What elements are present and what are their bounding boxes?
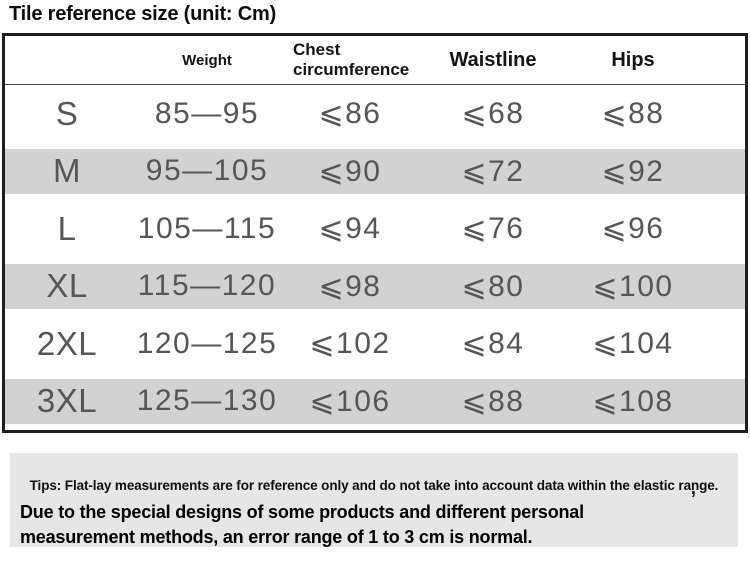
header-waistline: Waistline	[449, 48, 537, 71]
waist-value: ⩽88	[461, 384, 525, 418]
header-weight: Weight	[182, 51, 232, 69]
table-row-3xl: 3XL 125—130 ⩽106 ⩽88 ⩽108	[5, 372, 745, 430]
chest-value: ⩽94	[318, 212, 382, 246]
weight-value: 120—125	[136, 326, 278, 360]
header-chest-circumference: Chest circumference	[293, 39, 410, 79]
weight-value: 125—130	[136, 384, 278, 418]
table-row-l: L 105—115 ⩽94 ⩽76 ⩽96	[5, 200, 745, 258]
waist-value: ⩽68	[461, 97, 525, 131]
table-row-xl: XL 115—120 ⩽98 ⩽80 ⩽100	[5, 257, 745, 315]
chest-value: ⩽86	[318, 97, 382, 131]
hips-value: ⩽92	[601, 154, 665, 188]
weight-value: 105—115	[137, 211, 277, 245]
size-label: M	[53, 152, 81, 190]
tips-box: Tips: Flat-lay measurements are for refe…	[10, 453, 738, 547]
chest-value: ⩽102	[309, 327, 391, 361]
size-label: L	[57, 209, 77, 247]
table-header-row: Weight Chest circumference Waistline Hip…	[5, 36, 745, 85]
waist-value: ⩽72	[461, 154, 525, 188]
weight-value: 95—105	[145, 154, 269, 188]
chest-value: ⩽98	[318, 269, 382, 303]
tips-note-large: Due to the special designs of some produ…	[20, 502, 584, 547]
size-label: 2XL	[36, 324, 98, 362]
weight-value: 85—95	[154, 96, 260, 130]
size-label: S	[55, 94, 79, 132]
hips-value: ⩽88	[601, 97, 665, 131]
table-row-s: S 85—95 ⩽86 ⩽68 ⩽88	[5, 85, 745, 143]
hips-value: ⩽104	[592, 327, 674, 361]
weight-value: 115—120	[137, 269, 277, 303]
size-label: 3XL	[36, 382, 98, 420]
table-row-2xl: 2XL 120—125 ⩽102 ⩽84 ⩽104	[5, 315, 745, 373]
hips-value: ⩽96	[601, 212, 665, 246]
hips-value: ⩽108	[592, 384, 674, 418]
chest-value: ⩽106	[309, 384, 391, 418]
header-hips: Hips	[611, 48, 655, 71]
tips-note-small: Tips: Flat-lay measurements are for refe…	[29, 478, 719, 493]
hips-value: ⩽100	[592, 269, 674, 303]
page-title: Tile reference size (unit: Cm)	[9, 3, 277, 25]
table-row-m: M 95—105 ⩽90 ⩽72 ⩽92	[5, 142, 745, 200]
waist-value: ⩽84	[461, 327, 525, 361]
waist-value: ⩽76	[461, 212, 525, 246]
size-reference-table: Weight Chest circumference Waistline Hip…	[2, 33, 748, 433]
waist-value: ⩽80	[461, 269, 525, 303]
chest-value: ⩽90	[318, 154, 382, 188]
size-label: XL	[46, 267, 88, 305]
stray-comma-mark: ,	[690, 478, 696, 499]
